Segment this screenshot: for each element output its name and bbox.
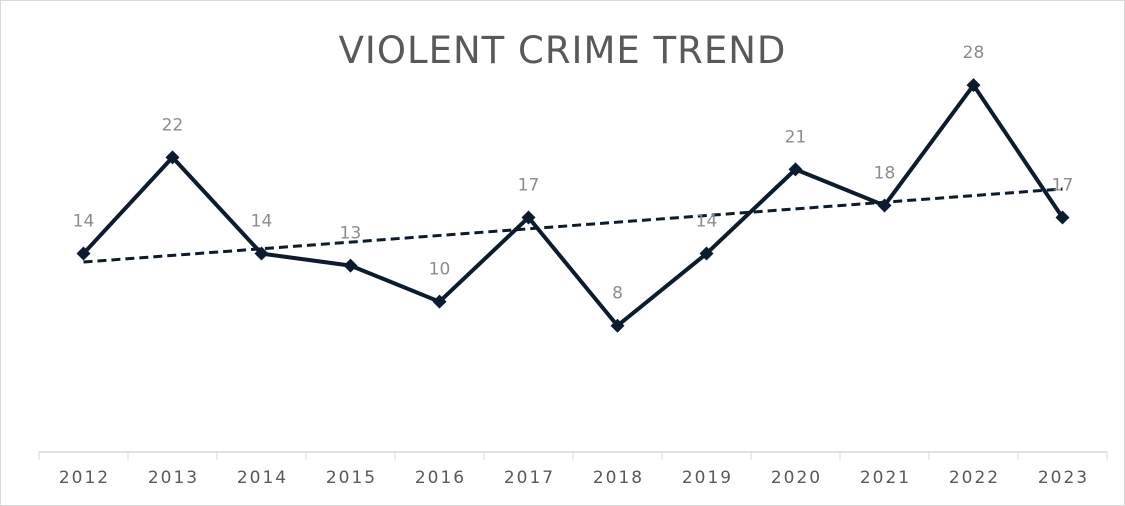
data-label: 13 xyxy=(340,224,362,244)
x-tick-label: 2016 xyxy=(415,468,466,488)
data-point xyxy=(76,246,91,261)
data-label: 21 xyxy=(785,127,807,147)
data-label: 28 xyxy=(963,43,985,63)
data-point xyxy=(966,78,981,93)
x-tick-label: 2021 xyxy=(860,468,911,488)
data-point xyxy=(521,210,536,225)
trendline xyxy=(83,187,1063,264)
x-tick-label: 2012 xyxy=(59,468,110,488)
data-point xyxy=(699,246,714,261)
data-label: 14 xyxy=(73,212,95,232)
x-tick-label: 2015 xyxy=(326,468,377,488)
data-label: 18 xyxy=(874,163,896,183)
data-label: 17 xyxy=(518,175,540,195)
data-point xyxy=(610,318,625,333)
data-label: 14 xyxy=(696,212,718,232)
x-tick-label: 2023 xyxy=(1038,468,1089,488)
data-point xyxy=(432,294,447,309)
x-tick-label: 2022 xyxy=(949,468,1000,488)
x-tick-label: 2013 xyxy=(148,468,199,488)
data-label: 14 xyxy=(251,212,273,232)
data-point xyxy=(254,246,269,261)
x-tick-label: 2014 xyxy=(237,468,288,488)
x-tick-label: 2018 xyxy=(593,468,644,488)
data-point xyxy=(1055,210,1070,225)
data-label: 8 xyxy=(612,284,623,304)
data-point xyxy=(165,150,180,165)
x-tick-label: 2019 xyxy=(682,468,733,488)
data-point xyxy=(877,198,892,213)
x-tick-label: 2020 xyxy=(771,468,822,488)
data-label: 22 xyxy=(162,115,184,135)
data-point xyxy=(788,162,803,177)
chart-title: VIOLENT CRIME TREND xyxy=(338,29,787,72)
data-label: 17 xyxy=(1052,175,1074,195)
series-line xyxy=(82,81,1065,329)
x-tick-label: 2017 xyxy=(504,468,555,488)
data-label: 10 xyxy=(429,260,451,280)
data-point xyxy=(343,258,358,273)
